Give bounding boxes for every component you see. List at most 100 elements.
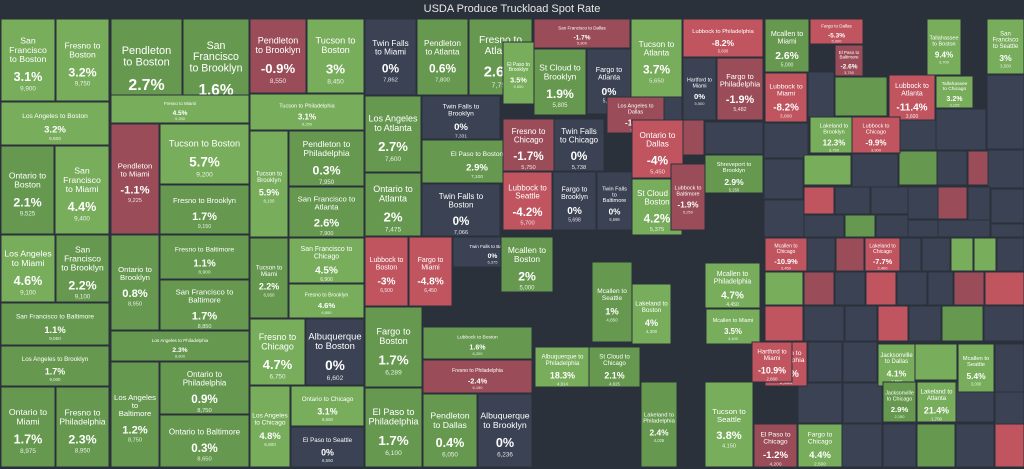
treemap-tile[interactable]: Fresno to Chicago -1.7% 5,750 bbox=[502, 118, 555, 172]
treemap-tile[interactable]: Twin Falls to Baltimore 0%5,698 bbox=[596, 171, 633, 231]
treemap-tile[interactable]: Mcallen to Seattle 5.4%3,000 bbox=[957, 343, 995, 393]
treemap-tile[interactable]: Lubbock to Baltimore -1.9%5,250 bbox=[670, 163, 706, 231]
treemap-tile[interactable]: San Francisco to Seattle 3%3,500 bbox=[986, 18, 1024, 75]
treemap-tile[interactable]: Shreveport to Brooklyn 2.9%5,250 bbox=[704, 154, 764, 194]
treemap-tile-small[interactable] bbox=[763, 199, 805, 238]
treemap-tile-small[interactable] bbox=[935, 108, 987, 151]
treemap-tile[interactable]: Fresno to Brooklyn 4.6%6,850 bbox=[288, 283, 365, 319]
treemap-tile-small[interactable] bbox=[984, 271, 1024, 306]
treemap-tile-small[interactable] bbox=[899, 237, 922, 272]
treemap-tile[interactable]: Tucson to Boston 5.7% 9,200 bbox=[159, 123, 250, 185]
treemap-tile[interactable]: Twin Falls to Boston 0% 7,066 bbox=[421, 183, 501, 237]
treemap-tile-small[interactable] bbox=[916, 423, 956, 468]
treemap-tile[interactable]: Jacksonville to Chicago 2.9%2,150 bbox=[882, 381, 917, 423]
treemap-tile[interactable]: Mcallen to Seattle 1%4,850 bbox=[591, 261, 633, 343]
treemap-tile-small[interactable] bbox=[936, 150, 968, 186]
treemap-tile-small[interactable] bbox=[803, 154, 852, 186]
treemap-tile-small[interactable] bbox=[877, 305, 909, 342]
treemap-tile[interactable]: Pendleton to Miami -1.1%9,225 bbox=[110, 123, 160, 235]
treemap-tile-small[interactable] bbox=[804, 237, 836, 272]
treemap-tile[interactable]: Mcallen to Boston 2% 5,000 bbox=[500, 236, 554, 293]
treemap-tile[interactable]: Twin Falls to Chicago 0% 5,738 bbox=[553, 118, 605, 172]
treemap-tile[interactable]: Pendleton to Brooklyn -0.9% 8,550 bbox=[249, 18, 307, 94]
treemap-tile[interactable]: Los Angeles to Brooklyn 1.7%9,000 bbox=[0, 345, 110, 387]
treemap-tile[interactable]: Fargo to Dallas -5.3%5,000 bbox=[809, 18, 864, 45]
treemap-tile-small[interactable] bbox=[994, 423, 1024, 468]
treemap-tile[interactable]: Ontario to Atlanta 2% 7,475 bbox=[364, 172, 422, 237]
treemap-tile-small[interactable] bbox=[841, 423, 883, 468]
treemap-tile[interactable]: Mcallen to Chicago -10.9%2,450 bbox=[764, 237, 808, 272]
treemap-tile-small[interactable] bbox=[834, 271, 866, 306]
treemap-tile[interactable]: San Francisco to Baltimore 1.1%9,050 bbox=[0, 302, 110, 346]
treemap-tile-small[interactable] bbox=[835, 237, 865, 272]
treemap-tile[interactable]: Ontario to Baltimore 0.3% 8,650 bbox=[159, 414, 250, 468]
treemap-tile-small[interactable] bbox=[764, 271, 804, 306]
treemap-tile-small[interactable] bbox=[921, 237, 951, 272]
treemap-tile[interactable]: Fargo to Brooklyn 0%5,698 bbox=[552, 171, 597, 231]
treemap-tile-small[interactable] bbox=[937, 219, 991, 238]
treemap-tile[interactable]: Lubbock to Chicago -9.9%3,900 bbox=[851, 116, 901, 154]
treemap-tile[interactable]: Jacksonville to Dallas 4.1%2,550 bbox=[877, 343, 916, 387]
treemap-tile[interactable]: Fresno to Brooklyn 1.7%9,150 bbox=[159, 184, 250, 235]
treemap-tile[interactable]: Lubbock to Atlanta -11.4%3,600 bbox=[888, 74, 936, 121]
treemap-tile-small[interactable] bbox=[953, 271, 985, 306]
treemap-tile-small[interactable] bbox=[994, 391, 1024, 425]
treemap-tile[interactable]: Tallahassee to Chicago 3.2%3,125 bbox=[935, 75, 974, 109]
treemap-tile[interactable]: Ontario to Chicago 3.1%6,650 bbox=[290, 385, 365, 427]
treemap-tile-small[interactable] bbox=[908, 305, 942, 342]
treemap-tile-small[interactable] bbox=[990, 223, 1024, 238]
treemap-tile[interactable]: Lubbock to Boston 1.6%6,200 bbox=[422, 326, 533, 360]
treemap-tile[interactable]: Lubbock to Philadelphia -8.2%5,600 bbox=[682, 18, 764, 58]
treemap-tile[interactable]: St Cloud to Brooklyn 1.9% 5,805 bbox=[533, 48, 587, 116]
treemap-tile-small[interactable] bbox=[842, 341, 878, 383]
treemap-tile[interactable]: Los Angeles to Boston 3.2%9,600 bbox=[0, 101, 110, 146]
treemap-tile[interactable]: El Paso to Chicago -1.2%4,200 bbox=[753, 423, 798, 468]
treemap-tile[interactable]: Lakeland to Chicago -7.7%2,400 bbox=[864, 237, 901, 272]
treemap-tile[interactable]: El Paso to Seattle 0%6,550 bbox=[290, 426, 365, 468]
treemap-tile-small[interactable] bbox=[896, 271, 928, 306]
treemap-tile[interactable]: San Francisco to Chicago 4.5%6,900 bbox=[288, 237, 365, 284]
treemap-tile[interactable]: San Francisco to Brooklyn 2.2% 9,100 bbox=[55, 234, 110, 303]
treemap-tile[interactable]: Lakeland to Brooklyn 12.3%3,750 bbox=[809, 116, 859, 154]
treemap-tile[interactable]: Lakeland to Atlanta 21.4%1,700 bbox=[916, 381, 957, 423]
treemap-tile-small[interactable] bbox=[834, 76, 888, 117]
treemap-tile-small[interactable] bbox=[807, 341, 843, 383]
treemap-tile-small[interactable] bbox=[763, 122, 809, 159]
treemap-tile[interactable]: Fresno to Philadelphia -2.4%6,150 bbox=[422, 359, 533, 394]
treemap-tile-small[interactable] bbox=[907, 219, 939, 238]
treemap-tile[interactable]: Ontario to Philadelphia 0.9% 8,750 bbox=[159, 361, 250, 415]
treemap-tile[interactable]: Ontario to Miami 1.7%8,975 bbox=[0, 386, 56, 468]
treemap-tile[interactable]: Los Angeles to Atlanta 2.7% 7,600 bbox=[364, 95, 422, 173]
treemap-tile-small[interactable] bbox=[704, 121, 764, 155]
treemap-tile-small[interactable] bbox=[865, 271, 897, 306]
treemap-tile[interactable]: El Paso to Philadelphia 1.7% 6,100 bbox=[364, 387, 423, 468]
treemap-tile[interactable]: San Francisco to Miami 4.4% 9,400 bbox=[54, 145, 110, 235]
treemap-tile-small[interactable] bbox=[973, 237, 997, 272]
treemap-tile-small[interactable] bbox=[914, 343, 958, 381]
treemap-tile[interactable]: Pendleton to Philadelphia 0.3%7,950 bbox=[288, 130, 365, 187]
treemap-tile-small[interactable] bbox=[803, 305, 845, 342]
treemap-tile[interactable]: Fargo to Philadelphia -1.9%5,482 bbox=[716, 57, 764, 121]
treemap-tile[interactable]: Twin Falls to Miami 0% 7,862 bbox=[364, 18, 417, 96]
treemap-tile[interactable]: Tucson to Philadelphia 3.1%8,250 bbox=[249, 93, 365, 131]
treemap-tile[interactable]: St Cloud to Chicago 2.1%4,825 bbox=[588, 346, 641, 388]
treemap-tile[interactable]: Albuquerque to Brooklyn 0% 6,236 bbox=[477, 393, 533, 468]
treemap-tile-small[interactable] bbox=[681, 119, 705, 156]
treemap-tile-small[interactable] bbox=[870, 186, 909, 215]
treemap-tile[interactable]: Lubbock to Miami -8.2%3,600 bbox=[764, 72, 808, 123]
treemap-tile[interactable]: Fargo to Boston 1.7% 6,289 bbox=[364, 306, 423, 388]
treemap-tile-small[interactable] bbox=[967, 150, 989, 186]
treemap-tile[interactable]: Pendleton to Dallas 0.4% 6,050 bbox=[422, 393, 478, 468]
treemap-tile[interactable]: Ontario to Brooklyn 0.8% 8,950 bbox=[110, 234, 160, 331]
treemap-tile[interactable]: Hartford to Miami -10.9%2,800 bbox=[751, 341, 793, 383]
treemap-tile-small[interactable] bbox=[898, 118, 937, 151]
treemap-tile[interactable]: Pendleton to Atlanta 0.6% 7,800 bbox=[416, 18, 469, 96]
treemap-tile-small[interactable] bbox=[987, 149, 1024, 189]
treemap-tile[interactable]: Hartford to Miami 0%5,500 bbox=[682, 57, 717, 121]
treemap-tile[interactable]: Mcallen to Philadelphia 4.7%4,450 bbox=[704, 262, 761, 309]
treemap-tile-small[interactable] bbox=[950, 237, 974, 272]
treemap-tile[interactable]: Lakeland to Boston 4%4,300 bbox=[631, 283, 672, 345]
treemap-tile[interactable]: Albuquerque to Boston 0% 6,602 bbox=[305, 318, 365, 386]
treemap-tile[interactable]: Lubbock to Seattle -4.2% 5,700 bbox=[502, 171, 553, 231]
treemap-tile[interactable]: San Francisco to Atlanta 2.6%7,900 bbox=[288, 186, 365, 238]
